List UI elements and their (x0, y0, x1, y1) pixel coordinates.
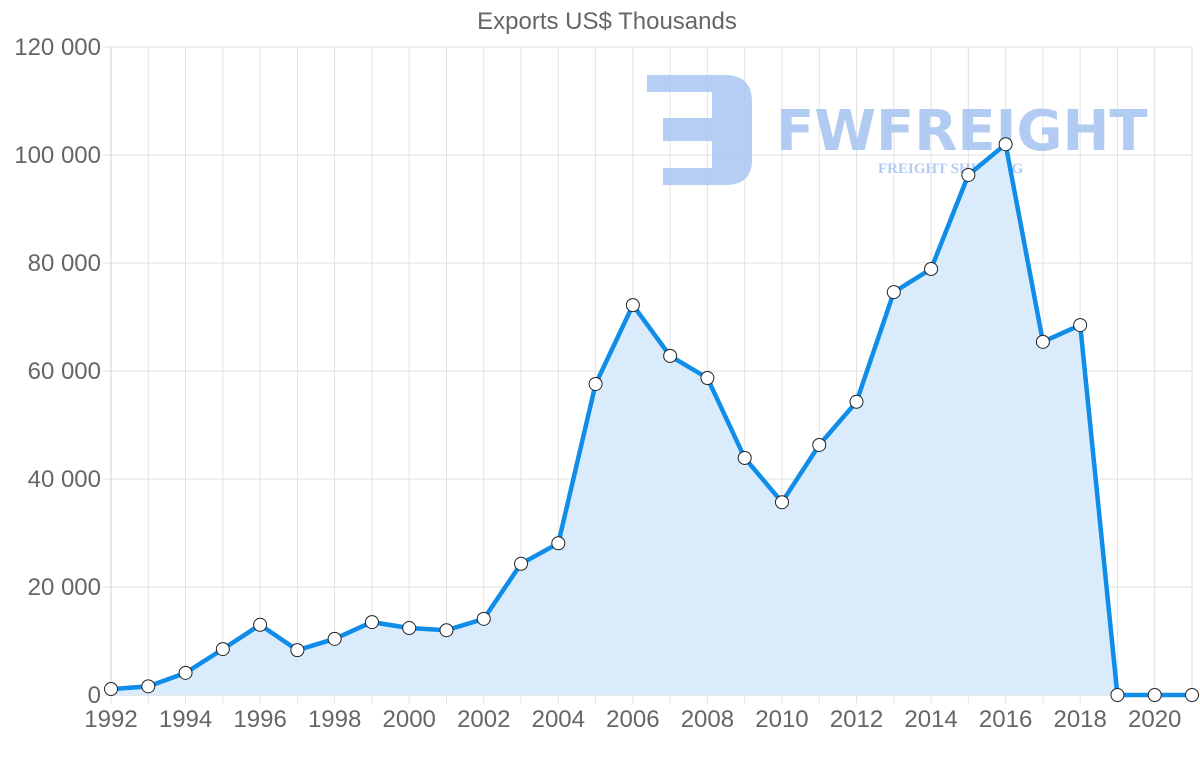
data-point[interactable] (141, 679, 156, 694)
data-point[interactable] (812, 437, 827, 452)
data-point[interactable] (178, 665, 193, 680)
x-tick-label: 2002 (457, 706, 510, 733)
data-point[interactable] (514, 556, 529, 571)
y-tick-label: 80 000 (28, 250, 101, 277)
data-point[interactable] (215, 642, 230, 657)
x-tick-label: 1996 (233, 706, 286, 733)
y-tick-label: 60 000 (28, 358, 101, 385)
area-fill-path (111, 144, 1192, 695)
data-point[interactable] (998, 137, 1013, 152)
data-point[interactable] (104, 682, 118, 697)
series-line (110, 141, 1192, 698)
data-point[interactable] (886, 285, 901, 300)
x-tick-label: 2006 (606, 706, 659, 733)
y-tick-label: 100 000 (14, 142, 101, 169)
x-tick-label: 1992 (84, 706, 137, 733)
data-point[interactable] (1073, 318, 1088, 333)
chart-title: Exports US$ Thousands (477, 8, 737, 35)
data-point[interactable] (439, 623, 454, 638)
y-tick-label: 20 000 (28, 574, 101, 601)
data-point[interactable] (551, 536, 566, 551)
x-tick-label: 1994 (159, 706, 212, 733)
data-point[interactable] (849, 394, 864, 409)
data-point[interactable] (1035, 334, 1050, 349)
data-line (110, 141, 1192, 698)
data-point[interactable] (327, 631, 342, 646)
x-tick-label: 2012 (830, 706, 883, 733)
data-point[interactable] (1110, 688, 1125, 702)
data-point[interactable] (961, 167, 976, 182)
y-tick-label: 120 000 (14, 34, 101, 61)
data-point[interactable] (663, 348, 678, 363)
data-point[interactable] (402, 621, 417, 636)
x-axis: 1992 1994 1996 1998 2000 2002 2004 2006 2008 2010… (84, 706, 1181, 733)
area-fill (111, 144, 1192, 695)
data-point[interactable] (1147, 688, 1162, 702)
x-tick-label: 2016 (979, 706, 1032, 733)
x-tick-label: 2004 (532, 706, 585, 733)
x-tick-label: 2014 (904, 706, 957, 733)
data-point[interactable] (476, 611, 491, 626)
x-tick-label: 2000 (383, 706, 436, 733)
data-point[interactable] (364, 615, 379, 630)
data-point[interactable] (700, 371, 715, 386)
y-tick-label: 40 000 (28, 466, 101, 493)
data-points (104, 137, 1199, 702)
data-point[interactable] (588, 376, 603, 391)
x-tick-label: 2018 (1053, 706, 1106, 733)
data-point[interactable] (625, 298, 640, 313)
data-point[interactable] (737, 450, 752, 465)
data-point[interactable] (774, 495, 789, 510)
x-tick-label: 2008 (681, 706, 734, 733)
y-axis: 0 20 000 40 000 60 000 80 000 100 000 120 000 (14, 34, 101, 709)
data-point[interactable] (290, 643, 305, 658)
data-point[interactable] (253, 617, 268, 632)
x-tick-label: 2010 (755, 706, 808, 733)
fwfreight-logo-icon (647, 75, 752, 185)
y-tick-label: 0 (88, 682, 101, 709)
data-point[interactable] (1185, 688, 1199, 702)
x-tick-label: 1998 (308, 706, 361, 733)
x-tick-label: 2020 (1128, 706, 1181, 733)
data-point[interactable] (924, 261, 939, 276)
watermark-brand-text: FWFREIGHT (776, 99, 1148, 164)
watermark-logo: FWFREIGHT FREIGHT SHIPPING (647, 75, 1148, 185)
